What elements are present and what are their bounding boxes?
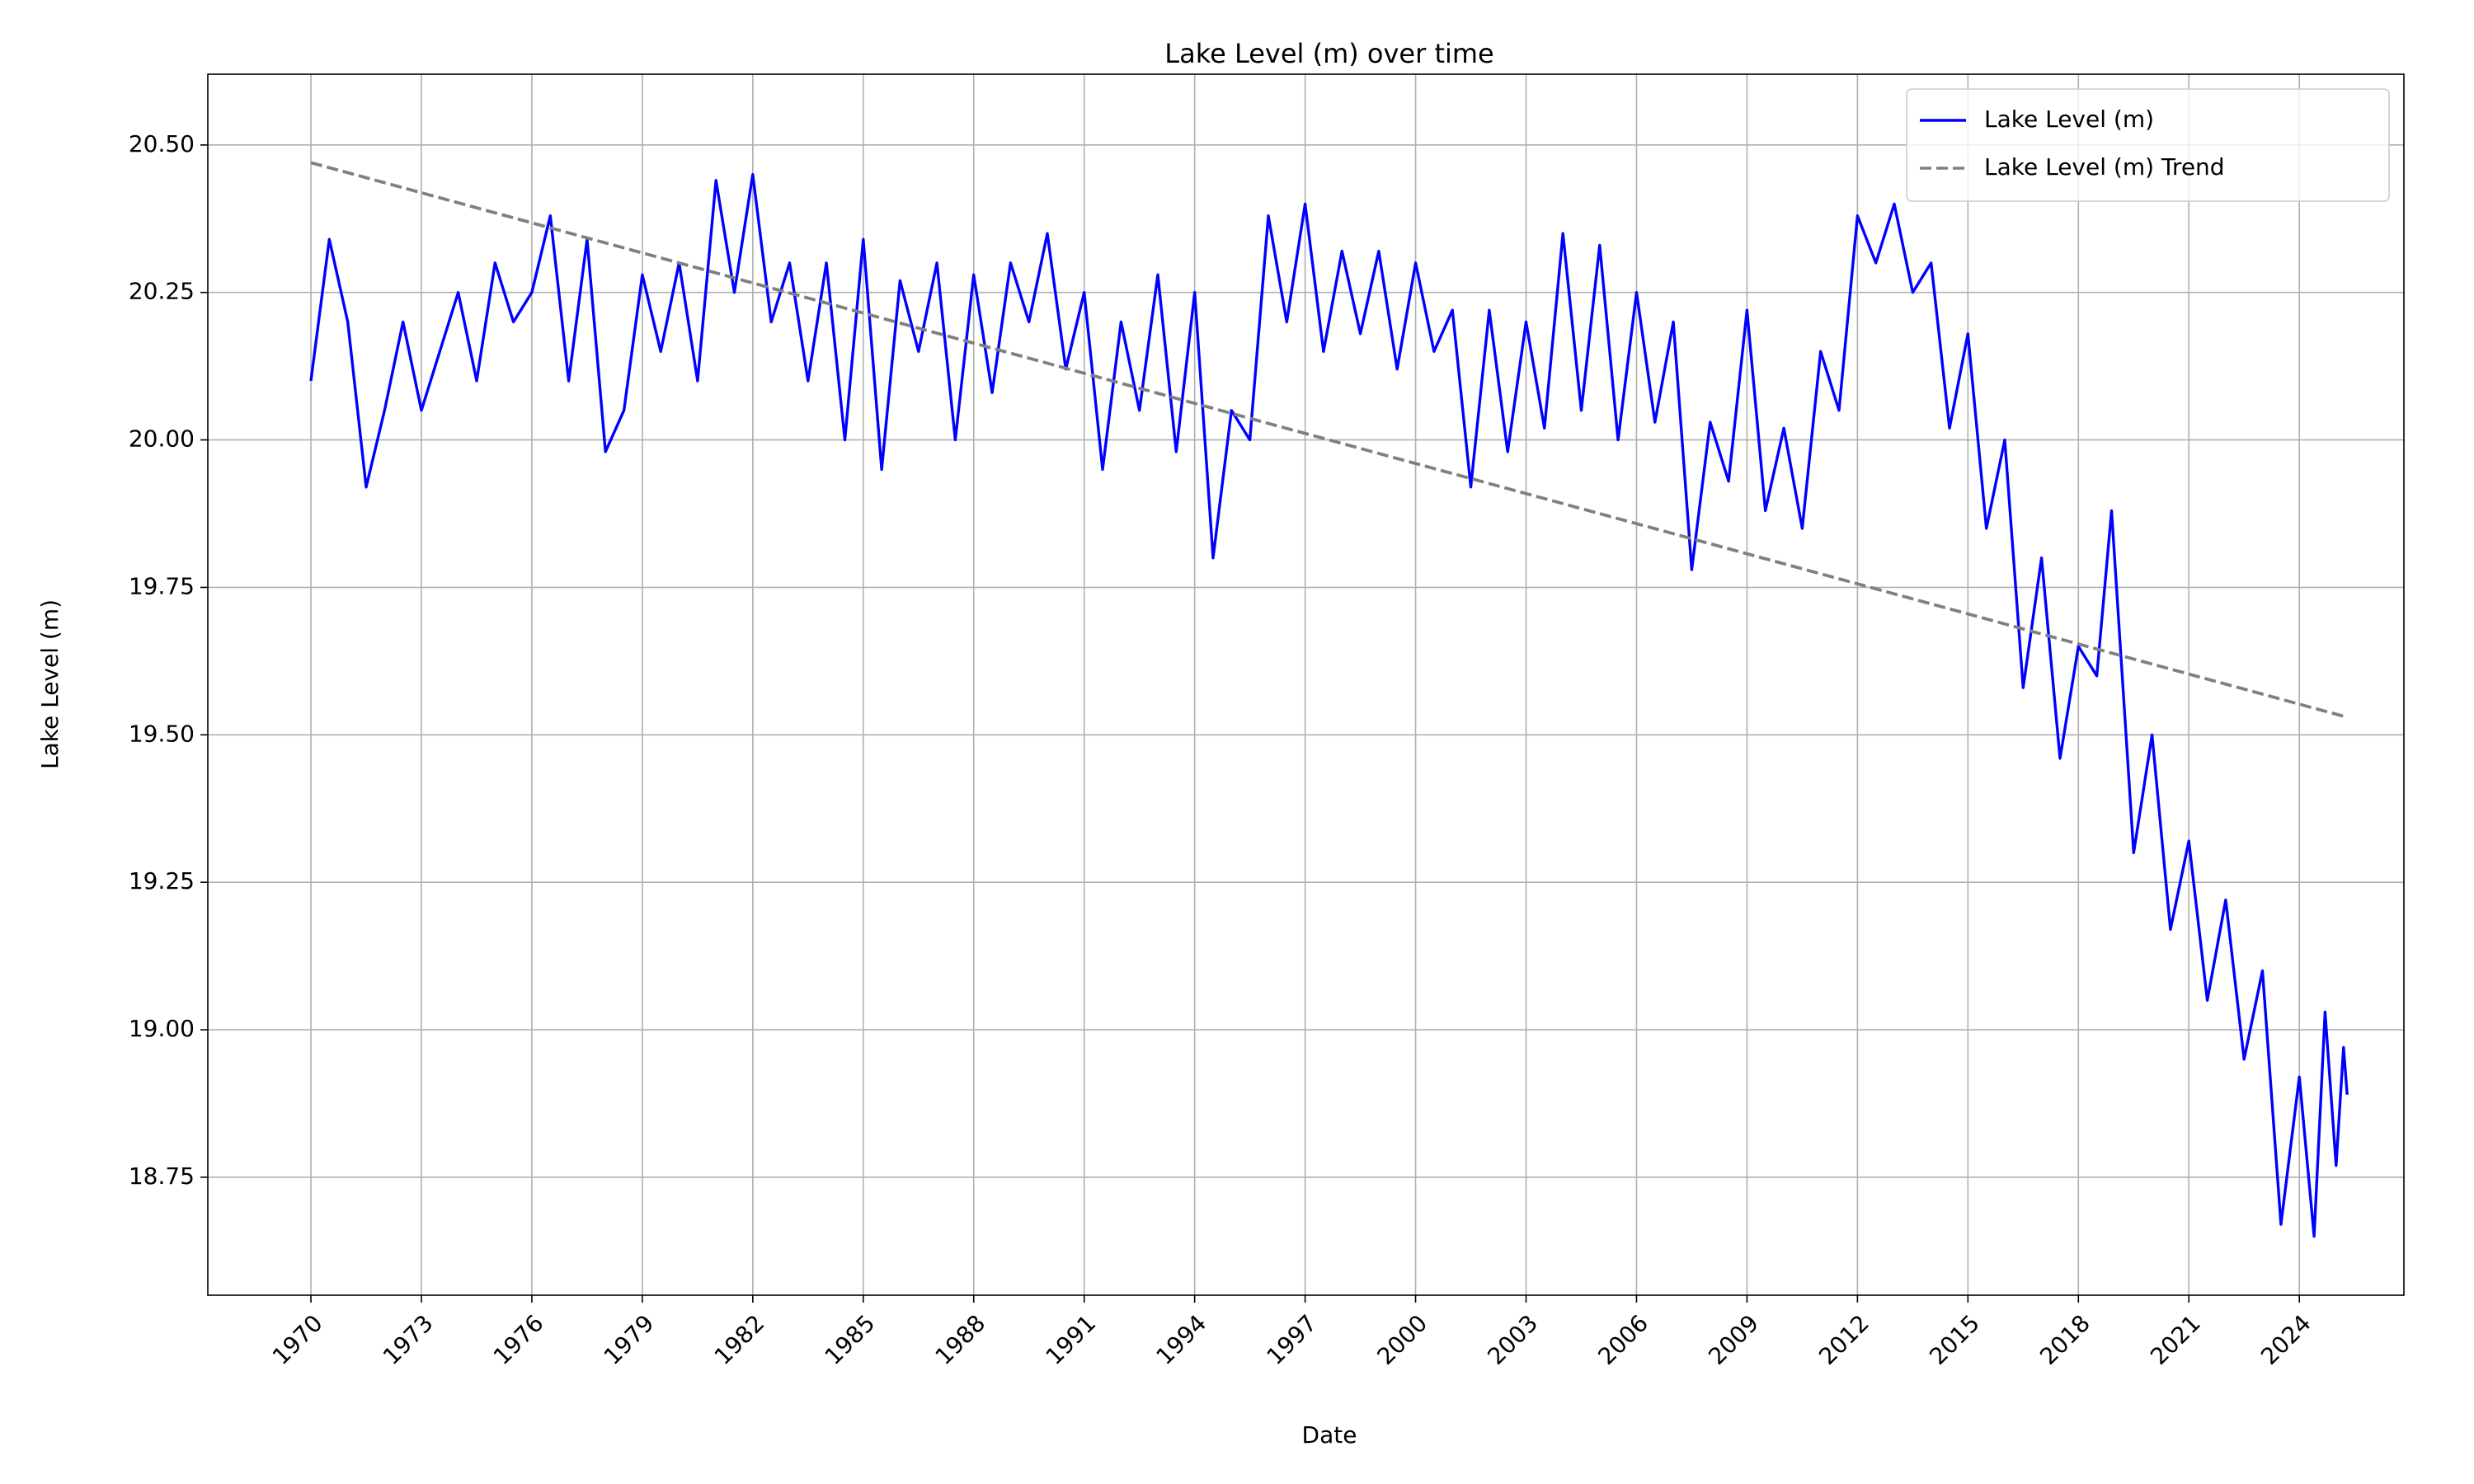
legend-label: Lake Level (m) [1984,106,2154,133]
y-tick-label: 19.75 [129,572,195,599]
y-tick-label: 20.00 [129,425,195,453]
data-line [310,161,2348,719]
plot-frame [207,73,2405,1296]
chart-title: Lake Level (m) over time [1164,38,1493,69]
y-tick-label: 20.25 [129,278,195,305]
y-tick-label: 19.00 [129,1015,195,1042]
y-tick-label: 19.25 [129,867,195,895]
x-axis-label: Date [1302,1421,1357,1449]
y-tick-label: 19.50 [129,720,195,747]
data-line [309,172,2349,1238]
legend-box [1906,88,2390,202]
legend: Lake Level (m) Lake Level (m) Trend [1906,88,2390,202]
y-tick-label: 18.75 [129,1162,195,1190]
legend-label: Lake Level (m) Trend [1984,153,2225,181]
y-axis-label: Lake Level (m) [36,599,63,769]
y-tick-label: 20.50 [129,130,195,157]
